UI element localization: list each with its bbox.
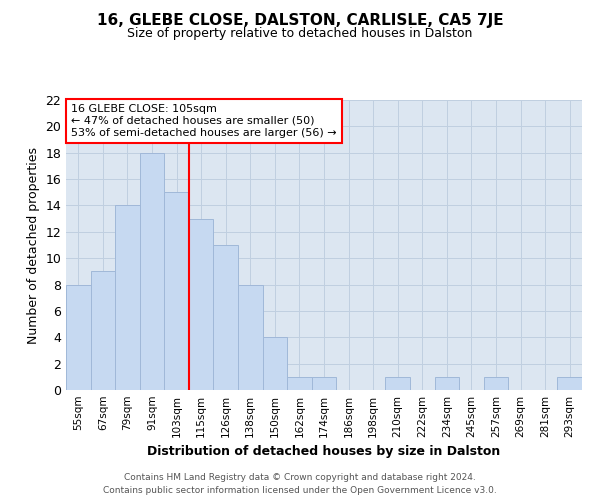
Bar — [189, 218, 214, 390]
Bar — [140, 152, 164, 390]
Text: Contains HM Land Registry data © Crown copyright and database right 2024.
Contai: Contains HM Land Registry data © Crown c… — [103, 474, 497, 495]
Bar — [434, 377, 459, 390]
Bar — [214, 245, 238, 390]
Bar — [484, 377, 508, 390]
X-axis label: Distribution of detached houses by size in Dalston: Distribution of detached houses by size … — [148, 446, 500, 458]
Bar — [557, 377, 582, 390]
Text: Size of property relative to detached houses in Dalston: Size of property relative to detached ho… — [127, 28, 473, 40]
Text: 16 GLEBE CLOSE: 105sqm
← 47% of detached houses are smaller (50)
53% of semi-det: 16 GLEBE CLOSE: 105sqm ← 47% of detached… — [71, 104, 337, 138]
Bar — [164, 192, 189, 390]
Text: 16, GLEBE CLOSE, DALSTON, CARLISLE, CA5 7JE: 16, GLEBE CLOSE, DALSTON, CARLISLE, CA5 … — [97, 12, 503, 28]
Bar — [91, 272, 115, 390]
Bar — [66, 284, 91, 390]
Y-axis label: Number of detached properties: Number of detached properties — [27, 146, 40, 344]
Bar — [263, 338, 287, 390]
Bar — [115, 206, 140, 390]
Bar — [385, 377, 410, 390]
Bar — [287, 377, 312, 390]
Bar — [312, 377, 336, 390]
Bar — [238, 284, 263, 390]
